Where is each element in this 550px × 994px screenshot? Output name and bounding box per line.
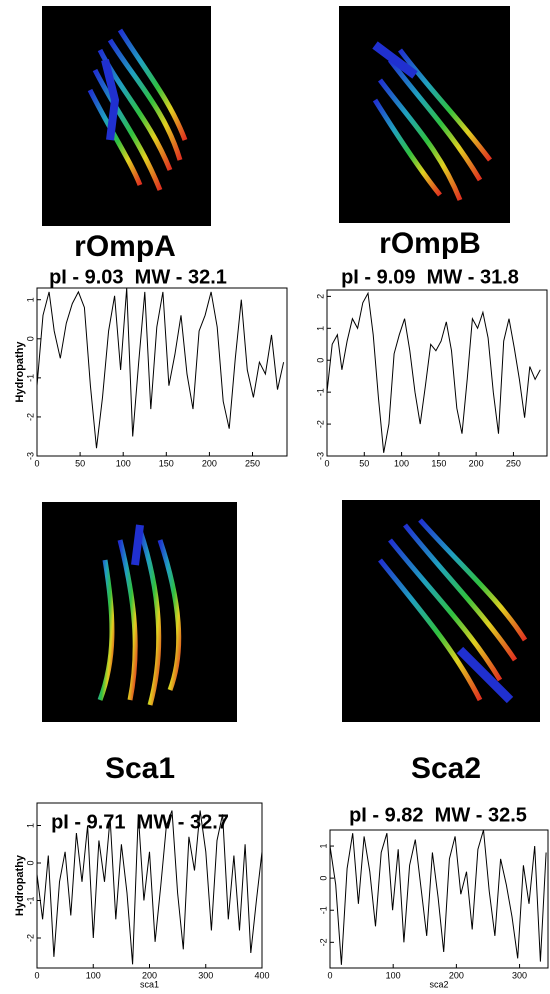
x-tick-label: 50 — [75, 458, 85, 468]
y-tick-label: 0 — [25, 336, 35, 341]
x-tick-label: 50 — [359, 458, 369, 468]
plot-frame — [329, 829, 549, 969]
panel-subtitle: pI - 9.71 MW - 32.7 — [51, 811, 229, 833]
protein-structure — [42, 6, 211, 226]
x-tick-label: 150 — [159, 458, 174, 468]
y-tick-label: 0 — [315, 358, 325, 363]
x-tick-label: 250 — [506, 458, 521, 468]
y-tick-label: 1 — [25, 823, 35, 828]
y-tick-label: -2 — [25, 413, 35, 421]
y-tick-label: -1 — [25, 896, 35, 904]
x-tick-label: 200 — [449, 970, 464, 980]
x-tick-label: 150 — [431, 458, 446, 468]
panel-title: Sca2 — [411, 752, 481, 785]
x-tick-label: 300 — [198, 970, 213, 980]
protein-structure — [342, 500, 540, 722]
hydropathy-line — [36, 810, 263, 965]
panel-title: rOmpA — [74, 230, 176, 263]
x-tick-label: 200 — [142, 970, 157, 980]
y-tick-label: -1 — [318, 906, 328, 914]
y-tick-label: -2 — [315, 420, 325, 428]
x-tick-label: 0 — [34, 970, 39, 980]
x-tick-label: 100 — [386, 970, 401, 980]
y-tick-label: -1 — [25, 374, 35, 382]
x-axis-label: sca1 — [140, 979, 159, 989]
protein-structure — [339, 6, 510, 223]
x-tick-label: 300 — [512, 970, 527, 980]
protein-structure — [42, 502, 237, 722]
x-tick-label: 200 — [202, 458, 217, 468]
y-tick-label: -2 — [25, 934, 35, 942]
x-tick-label: 0 — [324, 458, 329, 468]
y-tick-label: 1 — [318, 844, 328, 849]
y-tick-label: 1 — [25, 297, 35, 302]
panel-title: Sca1 — [105, 752, 175, 785]
y-tick-label: -3 — [25, 452, 35, 460]
x-tick-label: 100 — [116, 458, 131, 468]
x-tick-label: 100 — [86, 970, 101, 980]
plot-frame — [36, 287, 288, 457]
y-tick-label: 0 — [25, 860, 35, 865]
y-tick-label: -1 — [315, 388, 325, 396]
hydropathy-line — [36, 287, 285, 449]
y-tick-label: 0 — [318, 876, 328, 881]
panel-title: rOmpB — [379, 227, 481, 260]
x-tick-label: 100 — [394, 458, 409, 468]
y-axis-label: Hydropathy — [14, 854, 26, 916]
hydropathy-line — [329, 829, 547, 965]
x-tick-label: 250 — [245, 458, 260, 468]
x-axis-label: sca2 — [429, 979, 448, 989]
y-tick-label: 2 — [315, 294, 325, 299]
y-axis-label: Hydropathy — [14, 341, 26, 403]
hydropathy-line — [326, 291, 541, 453]
y-tick-label: -2 — [318, 938, 328, 946]
x-tick-label: 0 — [34, 458, 39, 468]
y-tick-label: 1 — [315, 326, 325, 331]
panel-subtitle: pI - 9.03 MW - 32.1 — [49, 266, 227, 288]
x-tick-label: 400 — [254, 970, 269, 980]
panel-subtitle: pI - 9.82 MW - 32.5 — [349, 804, 527, 826]
plot-frame — [326, 289, 548, 457]
x-tick-label: 200 — [469, 458, 484, 468]
y-tick-label: -3 — [315, 452, 325, 460]
panel-subtitle: pI - 9.09 MW - 31.8 — [341, 266, 519, 288]
x-tick-label: 0 — [327, 970, 332, 980]
